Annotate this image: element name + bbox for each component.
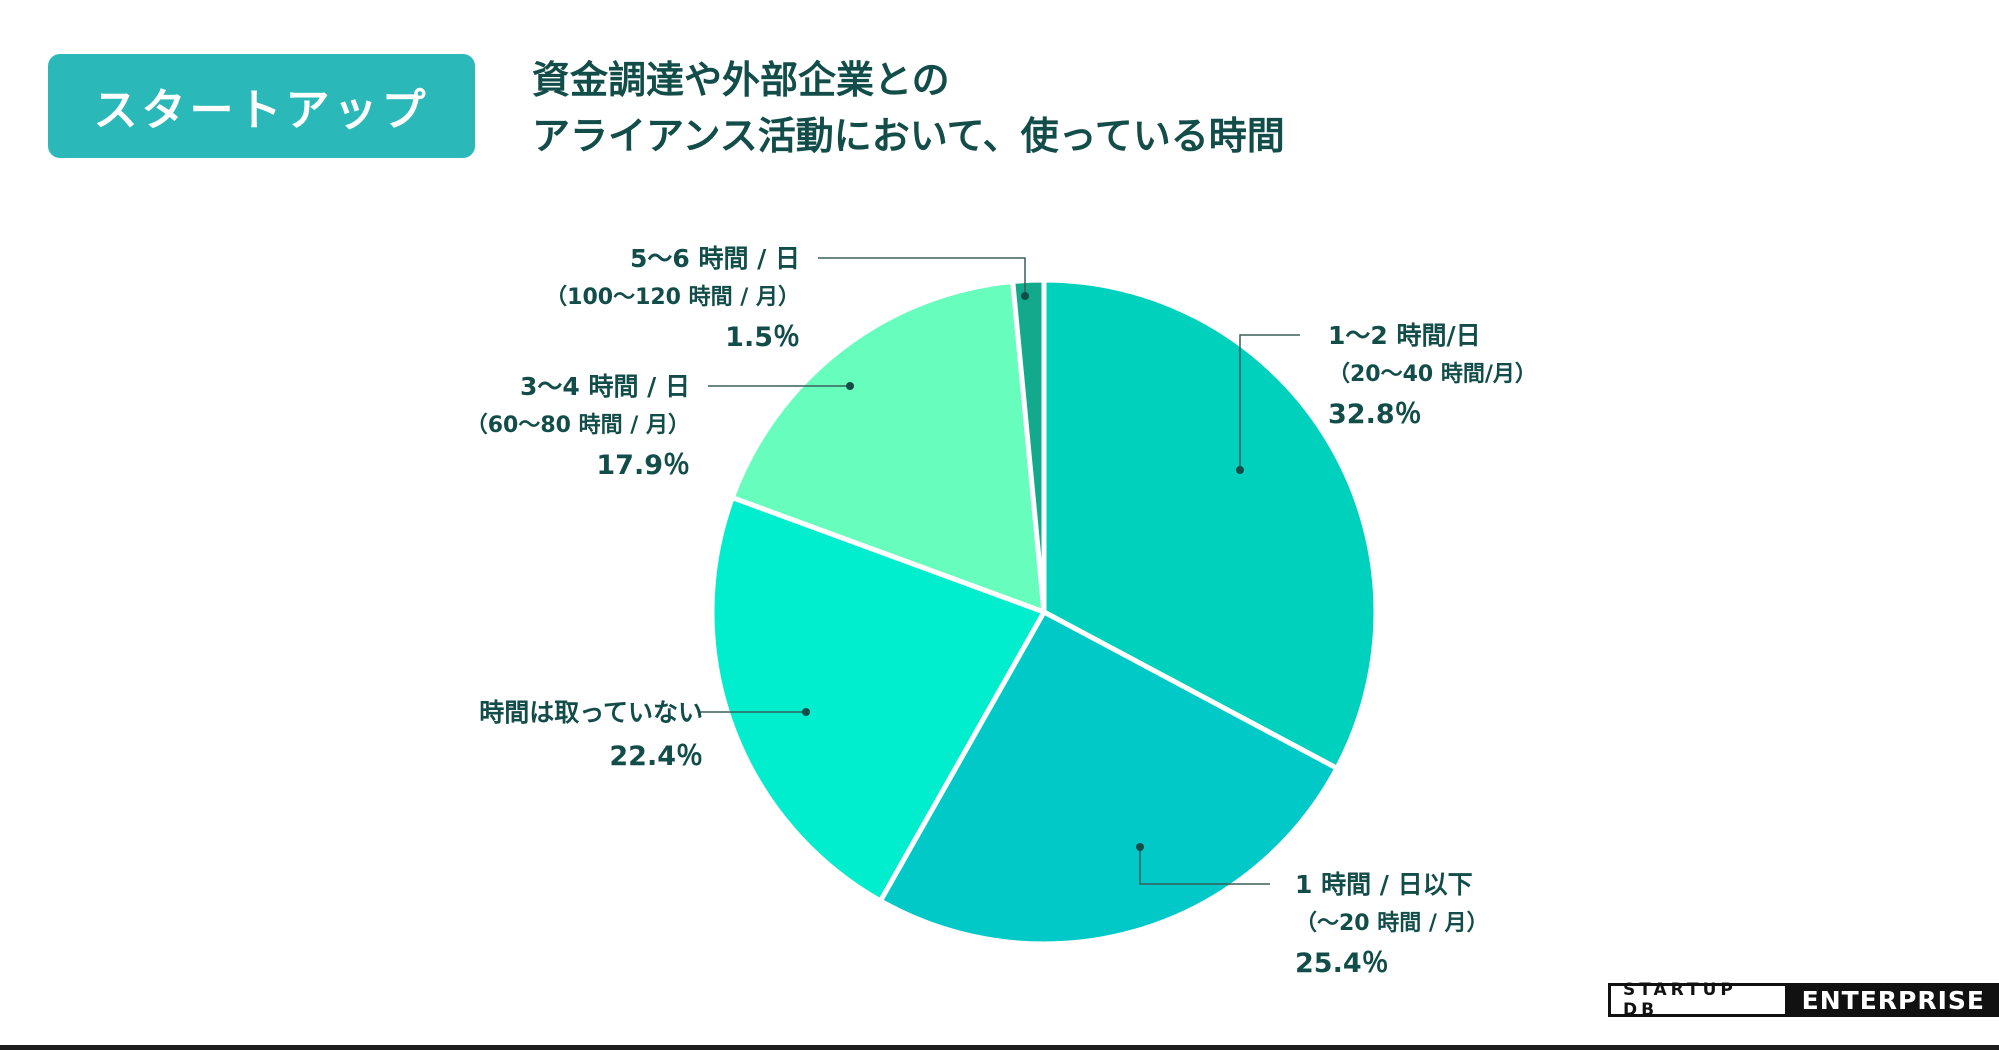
category-badge-label: スタートアップ — [93, 85, 430, 136]
slice-sublabel: （100〜120 時間 / 月） — [545, 285, 800, 310]
slice-sublabel: （60〜80 時間 / 月） — [466, 413, 690, 438]
leader-dot — [1136, 843, 1144, 851]
slice-value: 17.9％ — [596, 450, 690, 481]
chart-title: 資金調達や外部企業との アライアンス活動において、使っている時間 — [532, 52, 1285, 164]
slice-value: 1.5％ — [725, 322, 800, 353]
pie-slice — [1010, 277, 1047, 615]
slice-sublabel: （〜20 時間 / 月） — [1295, 911, 1489, 936]
slice-label: 時間は取っていない — [479, 698, 703, 727]
pie-slice — [1041, 277, 1379, 771]
slice-label: 1〜2 時間/日 — [1328, 321, 1481, 350]
category-badge: スタートアップ — [48, 54, 475, 158]
logo-startup-db: STARTUP DB — [1608, 980, 1788, 1020]
pie-slice — [709, 495, 1047, 904]
leader-dot — [1236, 466, 1244, 474]
slice-label: 1 時間 / 日以下 — [1295, 870, 1473, 899]
leader-line — [1239, 334, 1300, 470]
chart-title-line-1: 資金調達や外部企業との — [532, 58, 950, 102]
slice-sublabel: （20〜40 時間/月） — [1328, 362, 1537, 387]
leader-dot — [802, 708, 810, 716]
leader-dot — [846, 382, 854, 390]
slice-value: 22.4％ — [609, 741, 703, 772]
slice-value: 25.4％ — [1295, 948, 1389, 979]
startup-db-logo: STARTUP DB ENTERPRISE — [1608, 980, 1999, 1020]
pie-slice — [729, 278, 1047, 615]
bottom-border — [0, 1045, 1999, 1050]
logo-enterprise: ENTERPRISE — [1787, 983, 1999, 1017]
slice-value: 32.8％ — [1328, 399, 1422, 430]
slice-label: 5〜6 時間 / 日 — [630, 244, 800, 273]
leader-line — [1139, 847, 1270, 885]
slice-label: 3〜4 時間 / 日 — [520, 372, 690, 401]
leader-dot — [1021, 292, 1029, 300]
pie-slice — [877, 609, 1340, 947]
leader-line — [818, 257, 1026, 296]
chart-title-line-2: アライアンス活動において、使っている時間 — [532, 114, 1285, 158]
